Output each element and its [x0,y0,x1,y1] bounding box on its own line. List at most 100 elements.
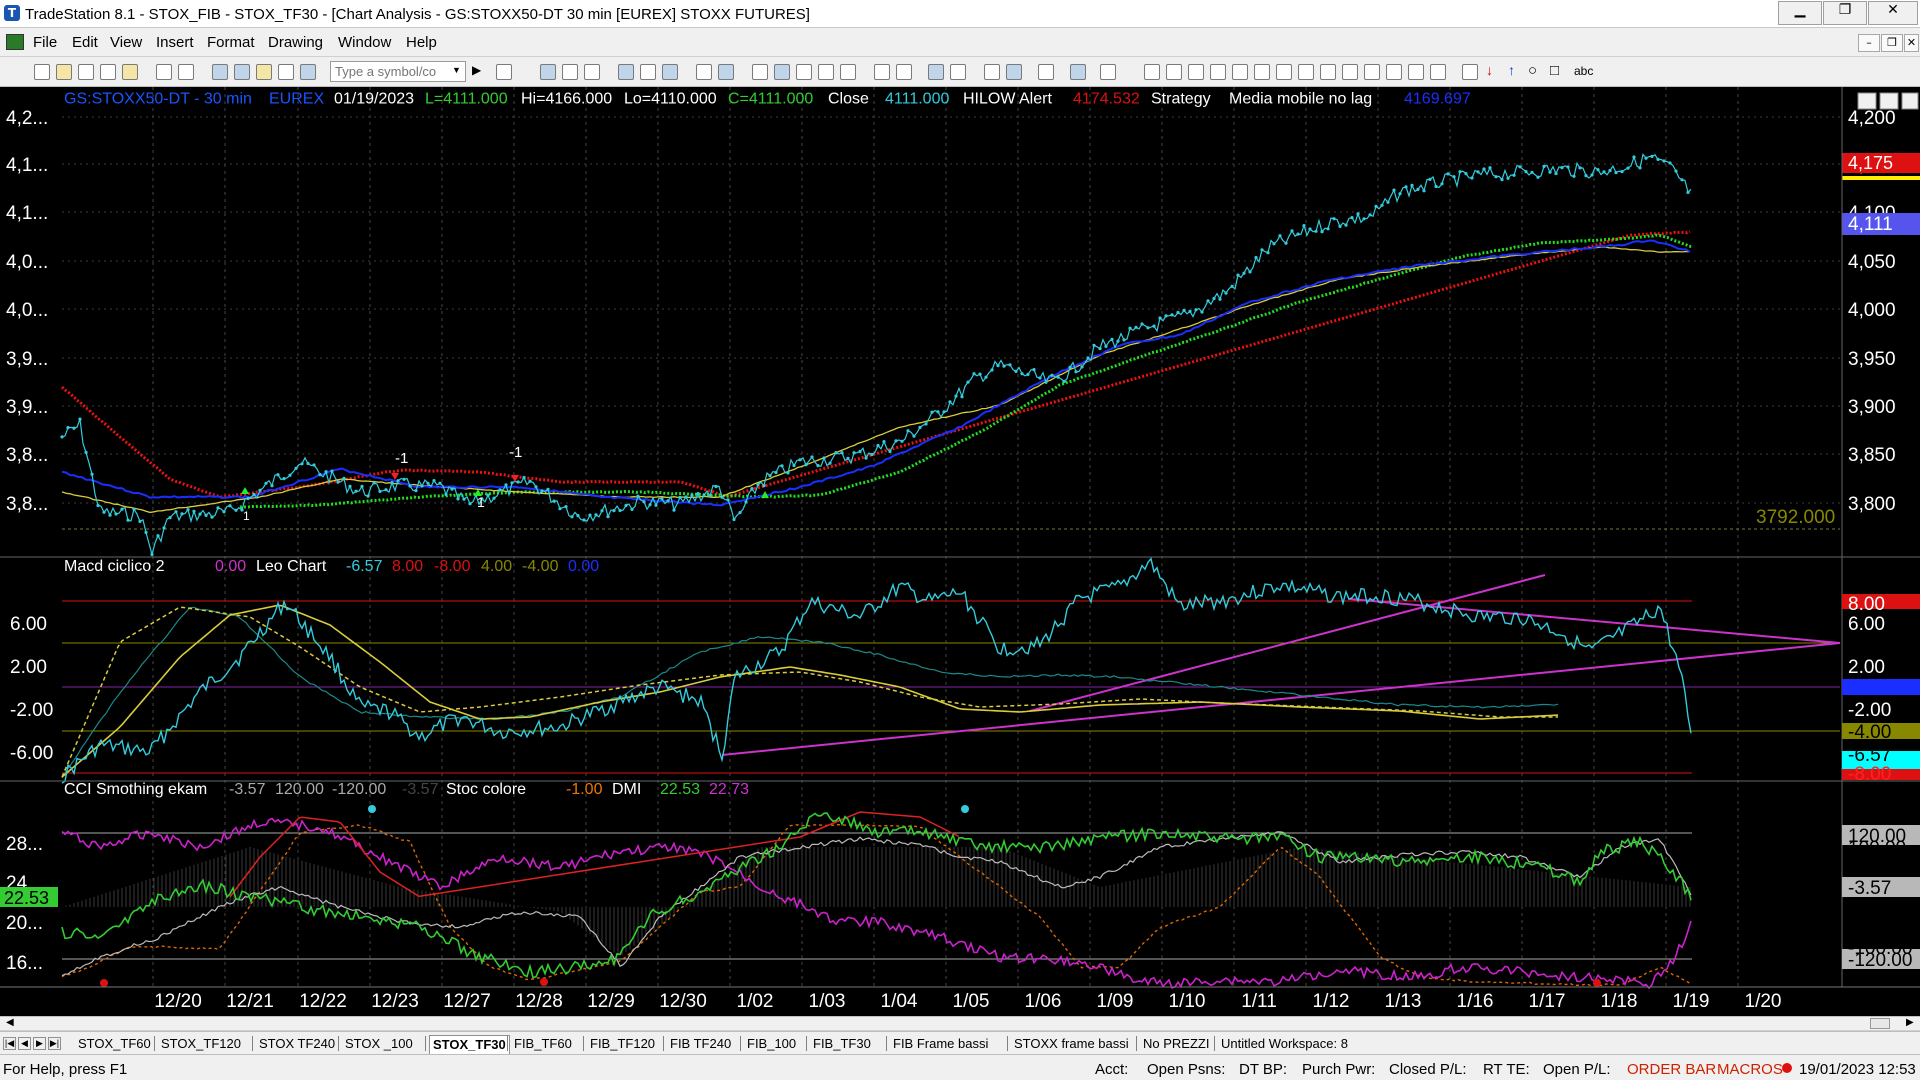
mdi-close-button[interactable]: ✕ [1904,34,1919,52]
format-window-icon[interactable] [696,64,712,80]
find-icon[interactable] [496,64,512,80]
mdi-restore-button[interactable]: ❐ [1881,34,1903,52]
tab-2[interactable]: STOX_TF120 [161,1036,241,1051]
expand-icon[interactable] [874,64,890,80]
parallel-lines-icon[interactable] [1364,64,1380,80]
print-preview-icon[interactable] [178,64,194,80]
horizontal-line-icon[interactable] [1188,64,1204,80]
globe-icon[interactable] [300,64,316,80]
new-workspace-icon[interactable] [100,64,116,80]
tab-12[interactable]: STOXX frame bassi [1014,1036,1129,1051]
tools-wrench-icon[interactable] [1038,64,1054,80]
tab-13[interactable]: No PREZZI [1143,1036,1210,1051]
tab-1[interactable]: STOX_TF60 [78,1036,151,1051]
drawing-object-icon[interactable] [1100,64,1116,80]
menu-view[interactable]: View [110,34,143,51]
bar-width-icon[interactable] [818,64,834,80]
next-tab-icon[interactable]: ▶ [33,1037,46,1050]
macros-button[interactable]: MACROS [1717,1061,1783,1078]
dropdown-chevron-icon[interactable]: ▼ [452,65,461,75]
menu-edit[interactable]: Edit [72,34,98,51]
arrow-measure-icon[interactable] [1342,64,1358,80]
insert-indicator-icon[interactable] [540,64,556,80]
tab-14[interactable]: Untitled Workspace: 8 [1221,1036,1348,1051]
tab-7[interactable]: FIB_TF120 [590,1036,656,1051]
price-panel[interactable]: -1 -1 1 1 GS:STOXX50-DT - 30 min EUREX 0… [6,90,1920,557]
fibonacci-icon[interactable] [1276,64,1292,80]
text-tool-icon[interactable]: abc [1574,64,1594,78]
open-workspace-icon[interactable] [122,64,138,80]
symbol-input[interactable] [330,61,466,82]
arc-icon[interactable] [1386,64,1402,80]
analysis-icon[interactable] [774,64,790,80]
candle-icon[interactable] [840,64,856,80]
horizontal-scrollbar[interactable]: ◀ ▶ [0,1016,1920,1030]
first-tab-icon[interactable]: |◀ [3,1037,16,1050]
tab-5[interactable]: STOX_TF30 [429,1035,510,1054]
menu-help[interactable]: Help [406,34,437,51]
menu-file[interactable]: File [33,34,58,51]
compress-icon[interactable] [896,64,912,80]
print-icon[interactable] [156,64,172,80]
menu-window[interactable]: Window [338,34,392,51]
data-window-icon[interactable] [618,64,634,80]
zoom-out-icon[interactable] [950,64,966,80]
rectangle-icon[interactable]: □ [1550,62,1560,79]
ellipse-icon[interactable]: ○ [1528,62,1538,79]
tab-10[interactable]: FIB_TF30 [813,1036,871,1051]
strategy-performance-icon[interactable] [752,64,768,80]
cci-panel[interactable]: CCI Smothing ekam -3.57 120.00 -120.00 -… [0,781,1920,990]
format-symbol-icon[interactable] [584,64,600,80]
panel-minimize-button[interactable] [1857,92,1877,110]
bar-style-icon[interactable] [640,64,656,80]
open-folder-icon[interactable] [56,64,72,80]
panel-close-button[interactable] [1901,92,1919,110]
tab-4[interactable]: STOX _100 [345,1036,413,1051]
tab-6[interactable]: FIB_TF60 [514,1036,572,1051]
chart-analysis-window[interactable]: -1 -1 1 1 GS:STOXX50-DT - 30 min EUREX 0… [0,87,1920,1030]
time-zone-icon[interactable] [1298,64,1314,80]
freehand-icon[interactable] [1462,64,1478,80]
tab-9[interactable]: FIB_100 [747,1036,797,1051]
panel-restore-button[interactable] [1879,92,1899,110]
up-arrow-icon[interactable]: ↑ [1508,62,1515,78]
angle-line-icon[interactable] [1320,64,1336,80]
trendline-icon[interactable] [1144,64,1160,80]
vertical-lines-icon[interactable] [1166,64,1182,80]
scroll-right-icon[interactable]: ▶ [1906,1017,1914,1028]
insert-strategy-icon[interactable] [562,64,578,80]
chart-canvas[interactable]: -1 -1 1 1 GS:STOXX50-DT - 30 min EUREX 0… [0,87,1920,1016]
minimize-button[interactable]: ▁ [1778,1,1822,25]
chart-window-icon[interactable] [6,34,24,50]
menu-insert[interactable]: Insert [156,34,194,51]
new-icon[interactable] [34,64,50,80]
macd-panel[interactable]: Macd ciclico 2 0.00 Leo Chart -6.57 8.00… [10,557,1920,785]
tab-11[interactable]: FIB Frame bassi [893,1036,989,1051]
mdi-minimize-button[interactable]: – [1858,34,1880,52]
prev-tab-icon[interactable]: ◀ [18,1037,31,1050]
save-icon[interactable] [78,64,94,80]
chart-analysis-icon[interactable] [212,64,228,80]
scrollbar-thumb[interactable] [1870,1018,1890,1029]
close-button[interactable]: ✕ [1868,1,1918,25]
hand-icon[interactable] [1070,64,1086,80]
lock-icon[interactable] [256,64,272,80]
tools-icon[interactable] [278,64,294,80]
chart-zoom-icon[interactable] [796,64,812,80]
menu-format[interactable]: Format [207,34,255,51]
pencil-icon[interactable] [1430,64,1446,80]
go-arrow-icon[interactable]: ▶ [472,63,482,77]
track-cursor-icon[interactable] [1006,64,1022,80]
last-tab-icon[interactable]: ▶| [48,1037,61,1050]
order-bar-button[interactable]: ORDER BAR [1627,1061,1717,1078]
tab-8[interactable]: FIB TF240 [670,1036,732,1051]
menu-drawing[interactable]: Drawing [268,34,324,51]
cursor-icon[interactable] [984,64,1000,80]
down-arrow-icon[interactable]: ↓ [1486,62,1493,78]
channel-icon[interactable] [1210,64,1226,80]
maximize-button[interactable]: ❐ [1823,1,1867,25]
speed-lines-icon[interactable] [1232,64,1248,80]
zoom-in-icon[interactable] [928,64,944,80]
radar-screen-icon[interactable] [234,64,250,80]
refresh-icon[interactable] [662,64,678,80]
